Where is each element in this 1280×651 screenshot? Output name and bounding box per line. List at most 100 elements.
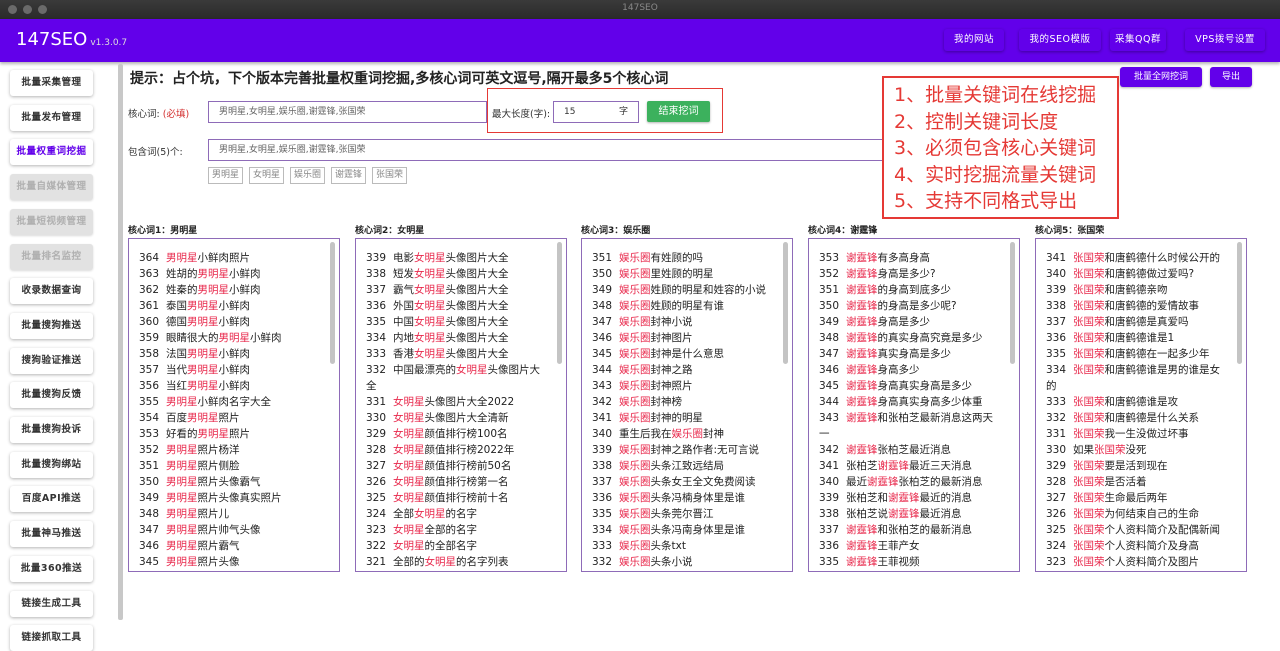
list-item[interactable]: 337 娱乐圈头条女王全文免费阅读 bbox=[592, 474, 780, 490]
list-item[interactable]: 351 谢霆锋的身高到底多少 bbox=[819, 282, 1007, 298]
list-item[interactable]: 350 娱乐圈里姓顾的明星 bbox=[592, 266, 780, 282]
list-item[interactable]: 329 女明星颜值排行榜100名 bbox=[366, 426, 554, 442]
max-length-input[interactable]: 15 字 bbox=[553, 101, 639, 123]
list-item[interactable]: 348 娱乐圈姓顾的明星有谁 bbox=[592, 298, 780, 314]
list-item[interactable]: 336 谢霆锋王菲产女 bbox=[819, 538, 1007, 554]
list-item[interactable]: 339 电影女明星头像图片大全 bbox=[366, 250, 554, 266]
sidebar-item[interactable]: 批量搜狗推送 bbox=[10, 312, 93, 339]
list-item[interactable]: 329 张国荣要是活到现在 bbox=[1046, 458, 1234, 474]
list-scrollbar[interactable] bbox=[557, 242, 562, 364]
close-window-button[interactable] bbox=[8, 5, 17, 14]
list-item[interactable]: 330 女明星头像图片大全清新 bbox=[366, 410, 554, 426]
list-item[interactable]: 334 张国荣和唐鹤德谁是男的谁是女的 bbox=[1046, 362, 1234, 394]
list-scrollbar[interactable] bbox=[1010, 242, 1015, 364]
list-item[interactable]: 326 女明星颜值排行榜第一名 bbox=[366, 474, 554, 490]
export-button[interactable]: 导出 bbox=[1210, 67, 1252, 87]
sidebar-scrollbar[interactable] bbox=[118, 64, 123, 620]
list-item[interactable]: 345 娱乐圈封神是什么意思 bbox=[592, 346, 780, 362]
list-item[interactable]: 338 娱乐圈头条江致远结局 bbox=[592, 458, 780, 474]
list-item[interactable]: 333 张国荣和唐鹤德谁是攻 bbox=[1046, 394, 1234, 410]
list-item[interactable]: 327 张国荣生命最后两年 bbox=[1046, 490, 1234, 506]
list-item[interactable]: 324 张国荣个人资料简介及身高 bbox=[1046, 538, 1234, 554]
list-item[interactable]: 364 男明星小鲜肉照片 bbox=[139, 250, 327, 266]
sidebar-item[interactable]: 搜狗验证推送 bbox=[10, 347, 93, 374]
list-item[interactable]: 340 重生后我在娱乐圈封神 bbox=[592, 426, 780, 442]
list-scrollbar[interactable] bbox=[1237, 242, 1242, 364]
list-item[interactable]: 340 张国荣和唐鹤德做过爱吗? bbox=[1046, 266, 1234, 282]
list-item[interactable]: 350 谢霆锋的身高是多少呢? bbox=[819, 298, 1007, 314]
maximize-window-button[interactable] bbox=[38, 5, 47, 14]
list-item[interactable]: 357 当代男明星小鲜肉 bbox=[139, 362, 327, 378]
nav-vps-settings[interactable]: VPS拨号设置 bbox=[1185, 29, 1265, 51]
list-item[interactable]: 328 张国荣是否活着 bbox=[1046, 474, 1234, 490]
list-item[interactable]: 333 香港女明星头像图片大全 bbox=[366, 346, 554, 362]
core-word-input[interactable]: 男明星,女明星,娱乐圈,谢霆锋,张国荣 bbox=[208, 101, 487, 123]
list-item[interactable]: 337 张国荣和唐鹤德是真爱吗 bbox=[1046, 314, 1234, 330]
list-item[interactable]: 338 张国荣和唐鹤德的爱情故事 bbox=[1046, 298, 1234, 314]
list-item[interactable]: 336 娱乐圈头条冯楠身体里是谁 bbox=[592, 490, 780, 506]
keyword-tag[interactable]: 女明星 bbox=[249, 167, 285, 184]
list-item[interactable]: 345 谢霆锋身高真实身高是多少 bbox=[819, 378, 1007, 394]
sidebar-item[interactable]: 批量权重词挖掘 bbox=[10, 139, 93, 166]
list-item[interactable]: 347 娱乐圈封神小说 bbox=[592, 314, 780, 330]
keyword-tag[interactable]: 男明星 bbox=[208, 167, 244, 184]
list-item[interactable]: 328 女明星颜值排行榜2022年 bbox=[366, 442, 554, 458]
list-item[interactable]: 352 男明星照片杨洋 bbox=[139, 442, 327, 458]
list-scrollbar[interactable] bbox=[330, 242, 335, 364]
list-item[interactable]: 339 张国荣和唐鹤德亲吻 bbox=[1046, 282, 1234, 298]
list-item[interactable]: 342 谢霆锋张柏芝最近消息 bbox=[819, 442, 1007, 458]
list-item[interactable]: 359 眼睛很大的男明星小鲜肉 bbox=[139, 330, 327, 346]
list-item[interactable]: 335 谢霆锋王菲视频 bbox=[819, 554, 1007, 570]
list-item[interactable]: 335 中国女明星头像图片大全 bbox=[366, 314, 554, 330]
stop-mining-button[interactable]: 结束挖词 bbox=[647, 101, 710, 122]
list-item[interactable]: 351 男明星照片侧脸 bbox=[139, 458, 327, 474]
list-item[interactable]: 346 娱乐圈封神图片 bbox=[592, 330, 780, 346]
list-item[interactable]: 349 娱乐圈姓顾的明星和姓容的小说 bbox=[592, 282, 780, 298]
sidebar-item[interactable]: 批量发布管理 bbox=[10, 104, 93, 131]
list-item[interactable]: 343 娱乐圈封神照片 bbox=[592, 378, 780, 394]
sidebar-item[interactable]: 收录数据查询 bbox=[10, 278, 93, 305]
sidebar-item[interactable]: 批量搜狗反馈 bbox=[10, 382, 93, 409]
list-item[interactable]: 330 如果张国荣没死 bbox=[1046, 442, 1234, 458]
list-item[interactable]: 338 张柏芝说谢霆锋最近消息 bbox=[819, 506, 1007, 522]
list-item[interactable]: 347 谢霆锋真实身高是多少 bbox=[819, 346, 1007, 362]
keyword-list[interactable]: 351 娱乐圈有姓顾的吗 350 娱乐圈里姓顾的明星 349 娱乐圈姓顾的明星和姓容的小说… bbox=[581, 238, 793, 572]
list-item[interactable]: 338 短发女明星头像图片大全 bbox=[366, 266, 554, 282]
list-item[interactable]: 353 谢霆锋有多高身高 bbox=[819, 250, 1007, 266]
keyword-tag[interactable]: 娱乐圈 bbox=[290, 167, 326, 184]
list-item[interactable]: 343 谢霆锋和张柏芝最新消息这两天一 bbox=[819, 410, 1007, 442]
list-item[interactable]: 349 谢霆锋身高是多少 bbox=[819, 314, 1007, 330]
list-item[interactable]: 332 娱乐圈头条小说 bbox=[592, 554, 780, 570]
list-item[interactable]: 348 男明星照片儿 bbox=[139, 506, 327, 522]
list-item[interactable]: 327 女明星颜值排行榜前50名 bbox=[366, 458, 554, 474]
include-words-input[interactable]: 男明星,女明星,娱乐圈,谢霆锋,张国荣 bbox=[208, 139, 888, 161]
list-item[interactable]: 340 最近谢霆锋张柏芝的最新消息 bbox=[819, 474, 1007, 490]
list-item[interactable]: 326 张国荣为何结束自己的生命 bbox=[1046, 506, 1234, 522]
list-item[interactable]: 349 男明星照片头像真实照片 bbox=[139, 490, 327, 506]
list-item[interactable]: 323 张国荣个人资料简介及图片 bbox=[1046, 554, 1234, 570]
list-item[interactable]: 347 男明星照片帅气头像 bbox=[139, 522, 327, 538]
list-item[interactable]: 363 姓胡的男明星小鲜肉 bbox=[139, 266, 327, 282]
list-item[interactable]: 339 张柏芝和谢霆锋最近的消息 bbox=[819, 490, 1007, 506]
list-item[interactable]: 335 张国荣和唐鹤德在一起多少年 bbox=[1046, 346, 1234, 362]
batch-mine-button[interactable]: 批量全网挖词 bbox=[1120, 67, 1202, 87]
list-item[interactable]: 344 娱乐圈封神之路 bbox=[592, 362, 780, 378]
list-item[interactable]: 335 娱乐圈头条莞尔晋江 bbox=[592, 506, 780, 522]
list-item[interactable]: 351 娱乐圈有姓顾的吗 bbox=[592, 250, 780, 266]
list-item[interactable]: 331 女明星头像图片大全2022 bbox=[366, 394, 554, 410]
list-item[interactable]: 341 娱乐圈封神的明星 bbox=[592, 410, 780, 426]
keyword-list[interactable]: 364 男明星小鲜肉照片 363 姓胡的男明星小鲜肉 362 姓秦的男明星小鲜肉 361 泰国… bbox=[128, 238, 340, 572]
keyword-tag[interactable]: 张国荣 bbox=[372, 167, 408, 184]
list-item[interactable]: 337 霸气女明星头像图片大全 bbox=[366, 282, 554, 298]
list-item[interactable]: 331 张国荣我一生没做过坏事 bbox=[1046, 426, 1234, 442]
sidebar-item[interactable]: 批量采集管理 bbox=[10, 70, 93, 96]
sidebar-item[interactable]: 批量神马推送 bbox=[10, 521, 93, 548]
list-item[interactable]: 337 谢霆锋和张柏芝的最新消息 bbox=[819, 522, 1007, 538]
list-item[interactable]: 362 姓秦的男明星小鲜肉 bbox=[139, 282, 327, 298]
keyword-tag[interactable]: 谢霆锋 bbox=[331, 167, 367, 184]
list-item[interactable]: 332 张国荣和唐鹤德是什么关系 bbox=[1046, 410, 1234, 426]
list-item[interactable]: 334 内地女明星头像图片大全 bbox=[366, 330, 554, 346]
list-item[interactable]: 336 外国女明星头像图片大全 bbox=[366, 298, 554, 314]
list-item[interactable]: 344 谢霆锋身高真实身高多少体重 bbox=[819, 394, 1007, 410]
list-item[interactable]: 336 张国荣和唐鹤德谁是1 bbox=[1046, 330, 1234, 346]
